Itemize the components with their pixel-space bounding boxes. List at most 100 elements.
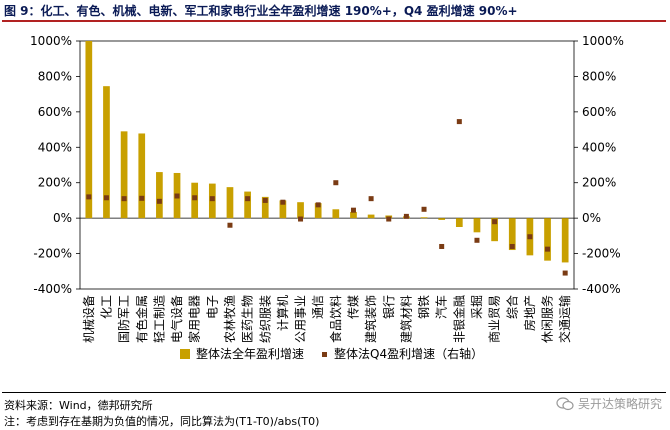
bar bbox=[261, 196, 269, 219]
bar bbox=[473, 218, 481, 233]
data-point bbox=[421, 206, 427, 212]
data-point bbox=[245, 196, 251, 202]
chart-title: 图 9：化工、有色、机械、电新、军工和家电行业全年盈利增速 190%+，Q4 盈… bbox=[4, 4, 518, 18]
y-tick-label-left: 600% bbox=[38, 105, 72, 119]
bar bbox=[156, 172, 163, 219]
bar bbox=[314, 203, 322, 219]
wechat-icon bbox=[556, 396, 574, 410]
data-point bbox=[315, 202, 321, 208]
data-point bbox=[474, 237, 480, 243]
note-text: 注：考虑到存在基期为负值的情况，同比算法为(T1-T0)/abs(T0) bbox=[4, 415, 320, 428]
x-tick-label: 建筑装饰 bbox=[363, 295, 378, 343]
x-tick-label: 汽车 bbox=[434, 295, 449, 319]
x-tick-label: 钢铁 bbox=[417, 295, 431, 319]
x-tick-label: 有色金属 bbox=[134, 295, 149, 343]
x-tick-label: 纺织服装 bbox=[258, 295, 272, 343]
bar bbox=[138, 133, 146, 219]
data-point bbox=[456, 119, 462, 125]
x-tick-label: 电气设备 bbox=[169, 295, 184, 343]
chart-axes bbox=[76, 40, 578, 290]
data-point bbox=[156, 198, 162, 204]
legend-swatch-dot bbox=[322, 352, 327, 357]
data-point bbox=[527, 234, 533, 240]
bar bbox=[297, 202, 304, 219]
data-point bbox=[209, 196, 215, 202]
y-tick-label-right: 400% bbox=[582, 140, 616, 154]
data-point bbox=[192, 195, 198, 201]
data-point bbox=[262, 197, 268, 203]
bar bbox=[85, 41, 93, 219]
data-point bbox=[121, 196, 127, 202]
data-point bbox=[403, 213, 409, 219]
x-tick-label: 交通运输 bbox=[557, 295, 572, 343]
data-point bbox=[562, 270, 568, 276]
watermark-text: 吴开达策略研究 bbox=[577, 397, 662, 411]
x-tick-label: 家用电器 bbox=[187, 295, 202, 343]
x-tick-label: 食品饮料 bbox=[328, 295, 343, 343]
x-tick-label: 公用事业 bbox=[294, 295, 308, 343]
x-tick-label: 建筑材料 bbox=[398, 295, 413, 343]
y-tick-label-left: 400% bbox=[38, 140, 72, 154]
bar bbox=[455, 218, 463, 227]
y-tick-label-left: -200% bbox=[33, 247, 72, 261]
x-tick-label: 休闲服务 bbox=[540, 295, 555, 343]
data-point bbox=[139, 195, 145, 201]
bar bbox=[350, 211, 357, 219]
y-tick-label-left: 1000% bbox=[30, 34, 72, 48]
legend-label-bar: 整体法全年盈利增速 bbox=[196, 346, 304, 361]
x-tick-label: 传媒 bbox=[345, 295, 360, 319]
source-text: 资料来源：Wind，德邦研究所 bbox=[4, 399, 153, 412]
x-tick-label: 银行 bbox=[382, 295, 396, 319]
y-tick-labels: -400% -400% -200% -200% 0% 0% 200% 200% 400% 400%… bbox=[30, 34, 624, 296]
bar bbox=[561, 218, 569, 263]
legend-label-dot: 整体法Q4盈利增速（右轴） bbox=[334, 346, 483, 361]
data-point bbox=[386, 216, 392, 222]
dot-series bbox=[86, 119, 568, 276]
data-point bbox=[280, 199, 286, 205]
x-tick-label: 商业贸易 bbox=[487, 295, 502, 343]
y-tick-label-left: 800% bbox=[38, 69, 72, 83]
data-point bbox=[333, 180, 339, 186]
bar bbox=[438, 218, 446, 220]
data-point bbox=[545, 246, 551, 252]
data-point bbox=[227, 222, 233, 228]
bar bbox=[367, 214, 375, 219]
x-tick-label: 房地产 bbox=[522, 295, 537, 331]
y-tick-label-left: 0% bbox=[53, 211, 72, 225]
x-tick-label: 轻工制造 bbox=[152, 295, 166, 343]
y-tick-label-right: 1000% bbox=[582, 34, 624, 48]
x-tick-label: 计算机 bbox=[275, 295, 290, 331]
data-point bbox=[103, 195, 109, 201]
data-point bbox=[174, 193, 180, 199]
data-point bbox=[350, 207, 356, 213]
x-tick-label: 电子 bbox=[205, 295, 219, 319]
bar bbox=[544, 218, 551, 261]
bar bbox=[279, 200, 287, 219]
x-tick-label: 通信 bbox=[311, 295, 325, 319]
bar bbox=[508, 218, 516, 251]
bar bbox=[244, 191, 251, 219]
chart-legend: 整体法全年盈利增速 整体法Q4盈利增速（右轴） bbox=[180, 346, 483, 361]
y-tick-label-left: 200% bbox=[38, 176, 72, 190]
bar bbox=[332, 209, 340, 219]
x-tick-label: 机械设备 bbox=[81, 295, 96, 343]
watermark: 吴开达策略研究 bbox=[556, 395, 662, 412]
x-tick-label: 农林牧渔 bbox=[223, 295, 237, 343]
data-point bbox=[368, 196, 374, 202]
x-tick-labels: 机械设备 化工 国防军工 有色金属 轻工制造 电气设备 家用电器 电子 农林牧渔 医药生物 纺织服装… bbox=[81, 295, 572, 343]
y-tick-label-right: 200% bbox=[582, 176, 616, 190]
bar bbox=[420, 217, 428, 219]
bar bbox=[491, 218, 498, 242]
x-tick-label: 综合 bbox=[504, 295, 519, 319]
x-tick-label: 采掘 bbox=[469, 295, 484, 319]
x-tick-label: 国防军工 bbox=[116, 295, 131, 343]
x-tick-label: 医药生物 bbox=[241, 295, 255, 343]
bar bbox=[191, 182, 199, 219]
x-tick-label: 非银金融 bbox=[451, 295, 466, 343]
chart-figure: 机械设备 化工 国防军工 有色金属 轻工制造 电气设备 家用电器 电子 农林牧渔 医药生物 纺织服装… bbox=[30, 34, 624, 361]
data-point bbox=[439, 243, 445, 249]
footer-divider bbox=[2, 392, 666, 393]
y-tick-label-left: -400% bbox=[33, 282, 72, 296]
y-tick-label-right: 0% bbox=[582, 211, 601, 225]
bar bbox=[120, 131, 128, 219]
